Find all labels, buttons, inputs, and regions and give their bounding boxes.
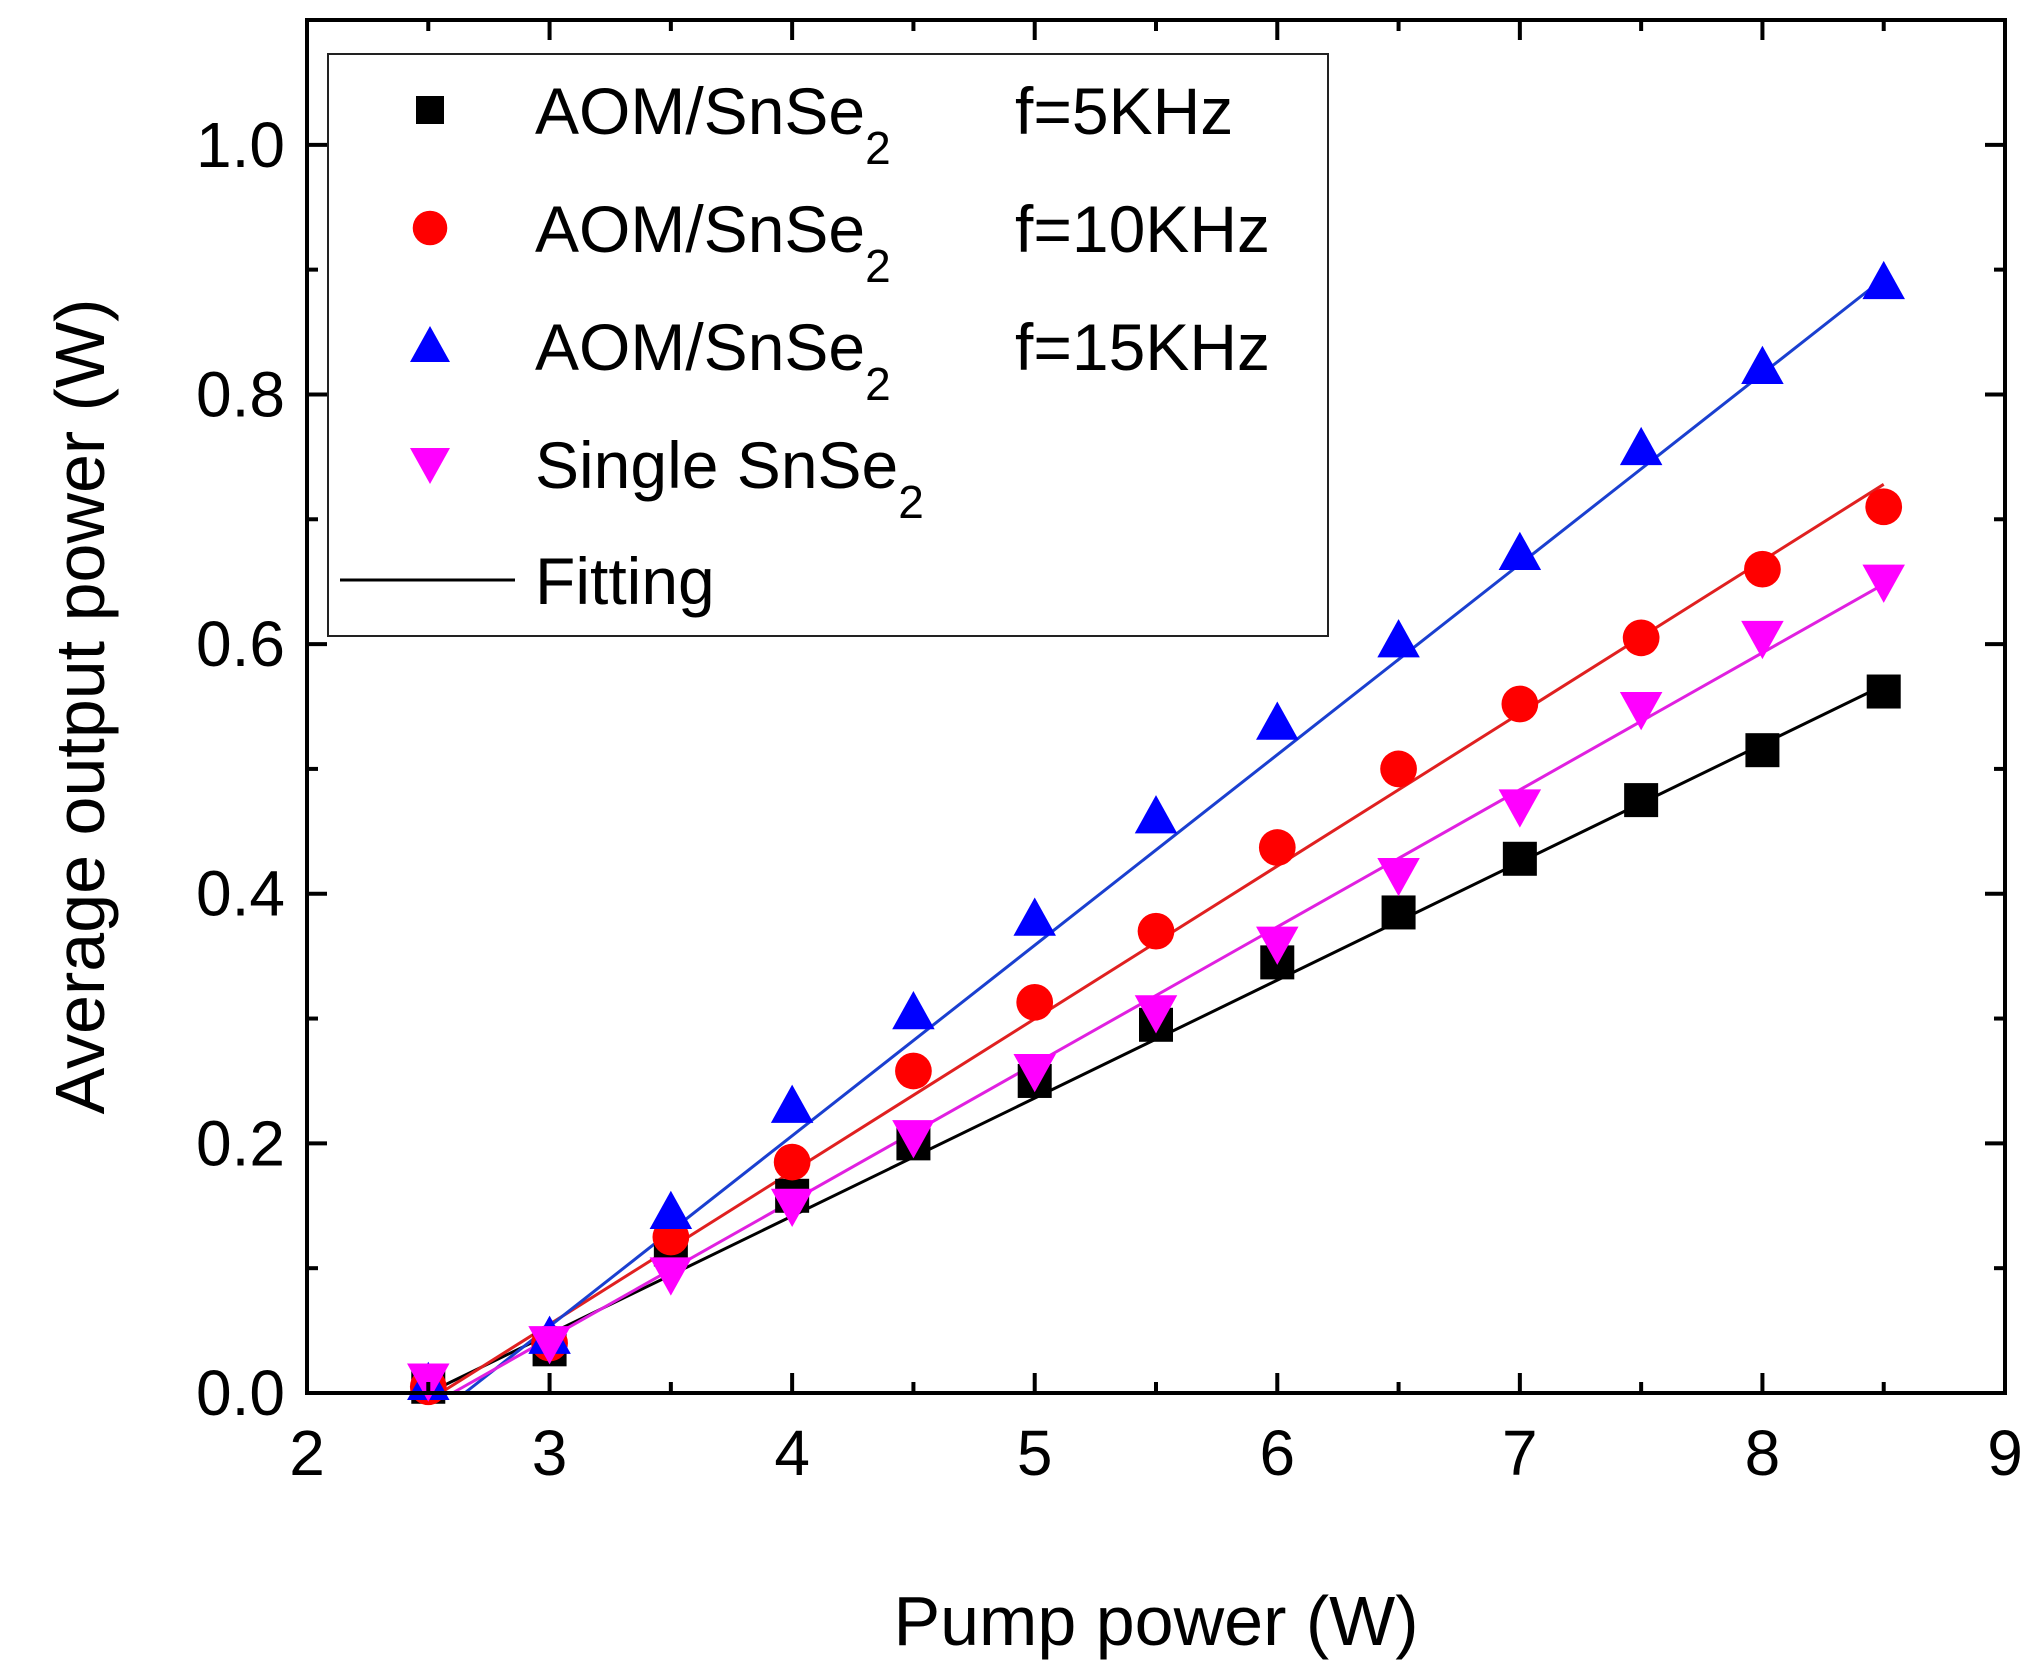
data-point-series-2 bbox=[1137, 912, 1175, 950]
legend-subscript: 2 bbox=[865, 358, 891, 410]
data-markers bbox=[407, 260, 1905, 1406]
data-point-series-2 bbox=[773, 1143, 811, 1181]
data-point-series-2 bbox=[1744, 550, 1781, 588]
data-point-series-2 bbox=[895, 1052, 932, 1090]
data-point-series-4 bbox=[892, 1120, 935, 1159]
legend-frequency-series-2: f=10KHz bbox=[1015, 192, 1270, 266]
y-tick-label: 0.2 bbox=[196, 1107, 285, 1179]
data-point-series-4 bbox=[1134, 995, 1178, 1034]
data-point-series-4 bbox=[1619, 691, 1663, 731]
data-point-series-4 bbox=[1377, 858, 1420, 897]
x-tick-label: 2 bbox=[289, 1417, 325, 1489]
y-tick-label: 0.6 bbox=[196, 608, 285, 680]
data-point-series-3 bbox=[649, 1190, 693, 1230]
x-axis-label: Pump power (W) bbox=[893, 1582, 1418, 1660]
legend-marker-series-1 bbox=[416, 96, 444, 124]
data-point-series-3 bbox=[892, 991, 935, 1030]
data-point-series-3 bbox=[770, 1084, 814, 1123]
tick-labels: 2 3 4 5 6 7 8 9 0.0 0.2 0.4 0.6 0.8 1.0 bbox=[196, 109, 2023, 1489]
legend-subscript: 2 bbox=[898, 476, 924, 528]
data-point-series-1 bbox=[1866, 674, 1901, 709]
legend-fitting-label: Fitting bbox=[535, 544, 715, 618]
x-tick-label: 7 bbox=[1502, 1417, 1538, 1489]
data-point-series-4 bbox=[528, 1326, 571, 1365]
data-point-series-4 bbox=[1741, 620, 1784, 660]
data-point-series-2 bbox=[1380, 750, 1417, 788]
legend-marker-series-3 bbox=[410, 326, 450, 362]
data-point-series-3 bbox=[1741, 345, 1784, 384]
y-tick-label: 0.0 bbox=[196, 1357, 285, 1429]
x-tick-label: 9 bbox=[1987, 1417, 2023, 1489]
data-point-series-4 bbox=[1256, 926, 1299, 965]
data-point-series-1 bbox=[1745, 733, 1780, 768]
legend-subscript: 2 bbox=[865, 122, 891, 174]
x-tick-label: 3 bbox=[532, 1417, 568, 1489]
data-point-series-4 bbox=[649, 1257, 693, 1296]
legend-marker-series-2 bbox=[412, 210, 448, 246]
data-point-series-2 bbox=[1016, 983, 1054, 1021]
data-point-series-3 bbox=[1377, 619, 1420, 658]
data-point-series-3 bbox=[1256, 701, 1299, 740]
x-tick-label: 5 bbox=[1017, 1417, 1053, 1489]
y-tick-label: 1.0 bbox=[196, 109, 285, 181]
data-point-series-1 bbox=[1381, 895, 1416, 930]
data-point-series-3 bbox=[1619, 426, 1663, 466]
x-tick-label: 8 bbox=[1745, 1417, 1781, 1489]
legend-marker-series-4 bbox=[410, 448, 450, 484]
data-point-series-4 bbox=[770, 1188, 814, 1228]
data-point-series-3 bbox=[1013, 897, 1056, 936]
data-point-series-2 bbox=[1622, 619, 1660, 657]
data-point-series-2 bbox=[1258, 829, 1296, 866]
data-point-series-4 bbox=[1013, 1053, 1056, 1093]
y-axis-label: Average output power (W) bbox=[41, 299, 119, 1115]
legend-frequency-series-1: f=5KHz bbox=[1015, 74, 1233, 148]
data-point-series-2 bbox=[1865, 488, 1903, 526]
data-point-series-3 bbox=[1134, 795, 1178, 834]
x-tick-label: 4 bbox=[774, 1417, 810, 1489]
data-point-series-3 bbox=[1862, 260, 1905, 300]
legend-frequency-series-3: f=15KHz bbox=[1015, 310, 1270, 384]
y-tick-label: 0.8 bbox=[196, 358, 285, 430]
data-point-series-3 bbox=[1498, 531, 1542, 570]
data-point-series-1 bbox=[1502, 841, 1537, 876]
data-point-series-4 bbox=[1862, 564, 1905, 603]
legend-box bbox=[327, 53, 1329, 637]
axis-ticks bbox=[305, 18, 2007, 1395]
x-tick-label: 6 bbox=[1259, 1417, 1295, 1489]
y-tick-label: 0.4 bbox=[196, 858, 285, 930]
data-point-series-1 bbox=[1624, 783, 1659, 818]
data-point-series-2 bbox=[1501, 685, 1539, 723]
legend-subscript: 2 bbox=[865, 240, 891, 292]
data-point-series-4 bbox=[1498, 789, 1542, 828]
